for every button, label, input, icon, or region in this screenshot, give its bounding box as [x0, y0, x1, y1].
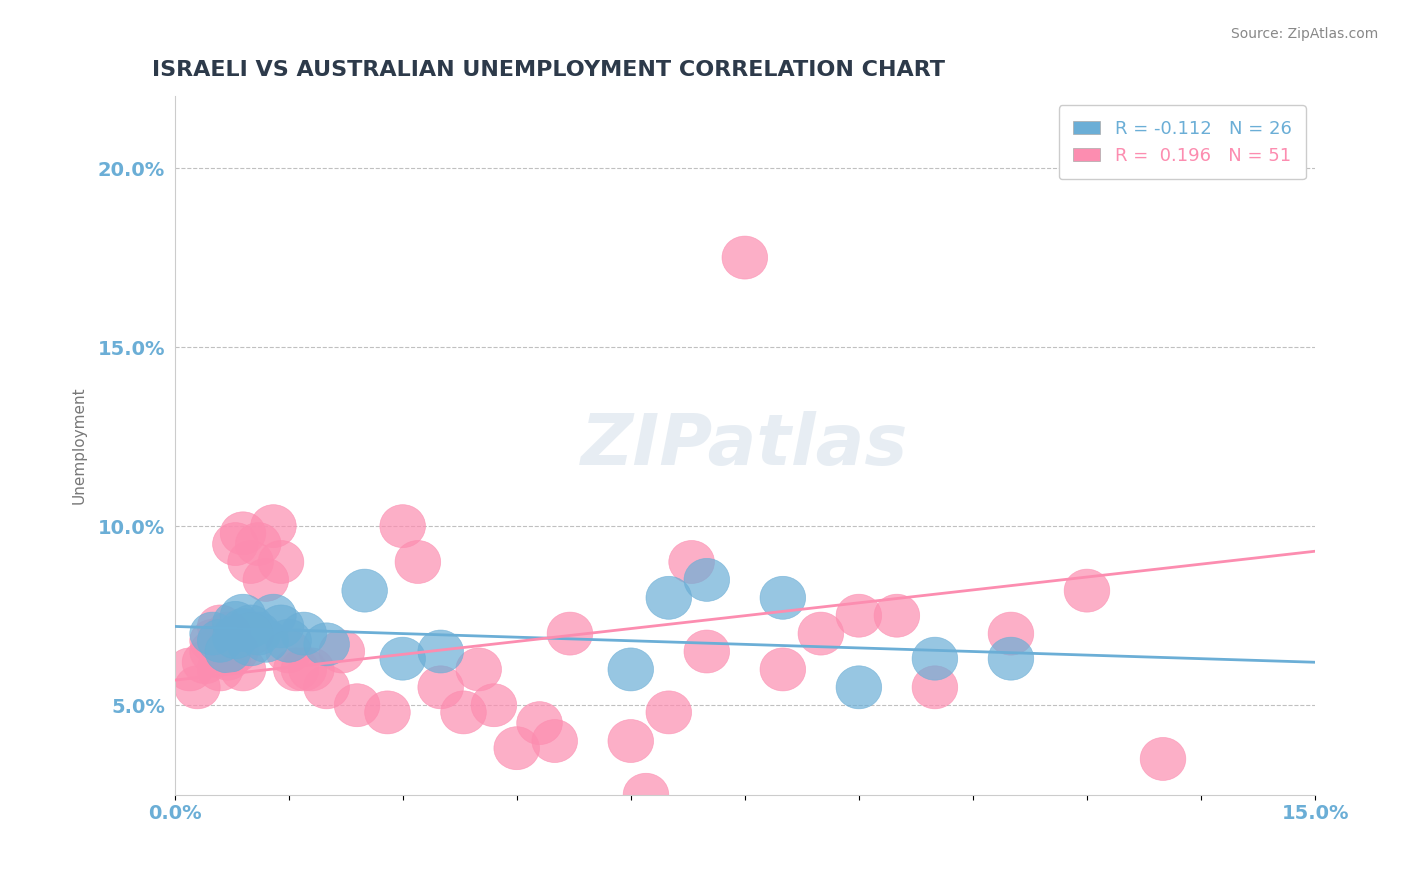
Text: ISRAELI VS AUSTRALIAN UNEMPLOYMENT CORRELATION CHART: ISRAELI VS AUSTRALIAN UNEMPLOYMENT CORRE…	[152, 60, 945, 79]
Ellipse shape	[259, 605, 304, 648]
Ellipse shape	[395, 541, 440, 583]
Ellipse shape	[235, 523, 281, 566]
Ellipse shape	[221, 608, 266, 651]
Ellipse shape	[190, 619, 235, 662]
Ellipse shape	[190, 612, 235, 655]
Ellipse shape	[250, 505, 297, 548]
Ellipse shape	[342, 569, 388, 612]
Ellipse shape	[723, 236, 768, 279]
Ellipse shape	[912, 665, 957, 709]
Ellipse shape	[837, 665, 882, 709]
Ellipse shape	[988, 637, 1033, 681]
Ellipse shape	[228, 605, 273, 648]
Ellipse shape	[205, 637, 250, 681]
Ellipse shape	[517, 702, 562, 745]
Ellipse shape	[761, 648, 806, 691]
Ellipse shape	[197, 648, 243, 691]
Ellipse shape	[212, 615, 259, 658]
Ellipse shape	[190, 630, 235, 673]
Ellipse shape	[288, 648, 335, 691]
Ellipse shape	[281, 612, 326, 655]
Ellipse shape	[531, 720, 578, 763]
Ellipse shape	[799, 612, 844, 655]
Ellipse shape	[380, 637, 426, 681]
Ellipse shape	[221, 512, 266, 555]
Ellipse shape	[440, 691, 486, 734]
Ellipse shape	[319, 630, 364, 673]
Ellipse shape	[167, 648, 212, 691]
Ellipse shape	[988, 612, 1033, 655]
Ellipse shape	[228, 612, 273, 655]
Ellipse shape	[456, 648, 502, 691]
Ellipse shape	[761, 576, 806, 619]
Y-axis label: Unemployment: Unemployment	[72, 387, 86, 504]
Ellipse shape	[837, 594, 882, 637]
Ellipse shape	[243, 619, 288, 662]
Ellipse shape	[205, 612, 250, 655]
Ellipse shape	[259, 541, 304, 583]
Ellipse shape	[645, 576, 692, 619]
Ellipse shape	[1064, 569, 1109, 612]
Ellipse shape	[250, 594, 297, 637]
Ellipse shape	[607, 648, 654, 691]
Ellipse shape	[197, 605, 243, 648]
Ellipse shape	[380, 505, 426, 548]
Ellipse shape	[683, 630, 730, 673]
Ellipse shape	[235, 612, 281, 655]
Ellipse shape	[228, 623, 273, 665]
Ellipse shape	[471, 684, 517, 727]
Ellipse shape	[669, 541, 714, 583]
Ellipse shape	[221, 594, 266, 637]
Ellipse shape	[205, 630, 250, 673]
Text: ZIPatlas: ZIPatlas	[581, 411, 908, 480]
Ellipse shape	[212, 630, 259, 673]
Ellipse shape	[912, 637, 957, 681]
Ellipse shape	[243, 558, 288, 601]
Ellipse shape	[281, 648, 326, 691]
Ellipse shape	[304, 623, 350, 665]
Ellipse shape	[645, 691, 692, 734]
Ellipse shape	[683, 558, 730, 601]
Ellipse shape	[418, 630, 464, 673]
Ellipse shape	[266, 630, 312, 673]
Ellipse shape	[174, 665, 221, 709]
Ellipse shape	[183, 640, 228, 684]
Ellipse shape	[364, 691, 411, 734]
Ellipse shape	[212, 601, 259, 644]
Ellipse shape	[221, 648, 266, 691]
Ellipse shape	[228, 541, 273, 583]
Ellipse shape	[335, 684, 380, 727]
Ellipse shape	[494, 727, 540, 770]
Ellipse shape	[623, 773, 669, 816]
Ellipse shape	[212, 523, 259, 566]
Ellipse shape	[547, 612, 593, 655]
Ellipse shape	[1140, 738, 1185, 780]
Text: Source: ZipAtlas.com: Source: ZipAtlas.com	[1230, 27, 1378, 41]
Ellipse shape	[304, 665, 350, 709]
Ellipse shape	[273, 648, 319, 691]
Ellipse shape	[418, 665, 464, 709]
Ellipse shape	[875, 594, 920, 637]
Ellipse shape	[607, 720, 654, 763]
Ellipse shape	[197, 619, 243, 662]
Legend: R = -0.112   N = 26, R =  0.196   N = 51: R = -0.112 N = 26, R = 0.196 N = 51	[1059, 105, 1306, 179]
Ellipse shape	[266, 619, 312, 662]
